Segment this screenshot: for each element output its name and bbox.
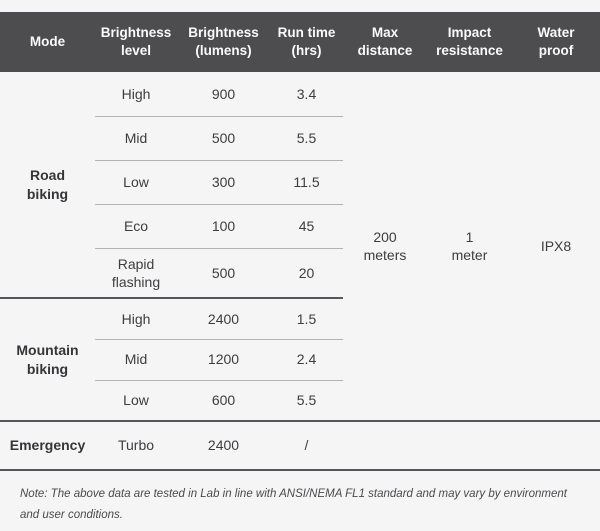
lumens-cell: 100: [177, 204, 270, 249]
table-row: Mountain biking High 2400 1.5: [0, 298, 600, 422]
footnote: Note: The above data are tested in Lab i…: [20, 488, 567, 522]
col-header-brightness-lumens: Brightness (lumens): [177, 12, 270, 72]
spec-table: Mode Brightness level Brightness (lumens…: [0, 12, 600, 471]
brightness-level-cell: Mid: [95, 116, 177, 161]
lumens-cell: 900: [177, 72, 270, 117]
run-time-cell: 1.5: [270, 298, 343, 340]
water-proof-cell: IPX8: [512, 72, 600, 422]
mode-cell-emergency: Emergency: [0, 421, 95, 471]
mode-cell-mountain-biking: Mountain biking: [0, 298, 95, 422]
lumens-cell: 500: [177, 248, 270, 299]
lumens-cell: 2400: [177, 421, 270, 471]
lumens-cell: 300: [177, 160, 270, 205]
mode-cell-road-biking: Road biking: [0, 72, 95, 299]
run-time-cell: 20: [270, 248, 343, 299]
empty-cell: [512, 421, 600, 471]
empty-cell: [343, 421, 427, 471]
table-row: Eco 100 45: [0, 204, 600, 249]
run-time-cell: 5.5: [270, 380, 343, 422]
col-header-water-proof: Water proof: [512, 12, 600, 72]
impact-resistance-cell: 1 meter: [427, 72, 512, 422]
lumens-cell: 1200: [177, 339, 270, 381]
brightness-level-cell: Eco: [95, 204, 177, 249]
brightness-level-cell: Mid: [95, 339, 177, 381]
col-header-impact-resistance: Impact resistance: [427, 12, 512, 72]
run-time-cell: 45: [270, 204, 343, 249]
run-time-cell: 11.5: [270, 160, 343, 205]
run-time-cell: 3.4: [270, 72, 343, 117]
brightness-level-cell: Low: [95, 160, 177, 205]
brightness-level-cell: Rapid flashing: [95, 248, 177, 299]
run-time-cell: 5.5: [270, 116, 343, 161]
brightness-level-cell: High: [95, 298, 177, 340]
table-row: Low 600 5.5: [0, 380, 600, 422]
table-row: Mid 500 5.5: [0, 116, 600, 161]
col-header-run-time: Run time (hrs): [270, 12, 343, 72]
col-header-brightness-level: Brightness level: [95, 12, 177, 72]
table-header: Mode Brightness level Brightness (lumens…: [0, 12, 600, 72]
max-distance-cell: 200 meters: [343, 72, 427, 422]
brightness-level-cell: Low: [95, 380, 177, 422]
empty-cell: [427, 421, 512, 471]
table-row: Low 300 11.5: [0, 160, 600, 205]
brightness-level-cell: Turbo: [95, 421, 177, 471]
table-row: Emergency Turbo 2400 /: [0, 421, 600, 471]
run-time-cell: /: [270, 421, 343, 471]
table-row: Rapid flashing 500 20: [0, 248, 600, 299]
lumens-cell: 2400: [177, 298, 270, 340]
col-header-mode: Mode: [0, 12, 95, 72]
lumens-cell: 600: [177, 380, 270, 422]
run-time-cell: 2.4: [270, 339, 343, 381]
col-header-max-distance: Max distance: [343, 12, 427, 72]
header-row: Mode Brightness level Brightness (lumens…: [0, 12, 600, 72]
table-row: Mid 1200 2.4: [0, 339, 600, 381]
brightness-level-cell: High: [95, 72, 177, 117]
lumens-cell: 500: [177, 116, 270, 161]
table-row: Road biking High 900 3.4 200 meters 1 me…: [0, 72, 600, 422]
